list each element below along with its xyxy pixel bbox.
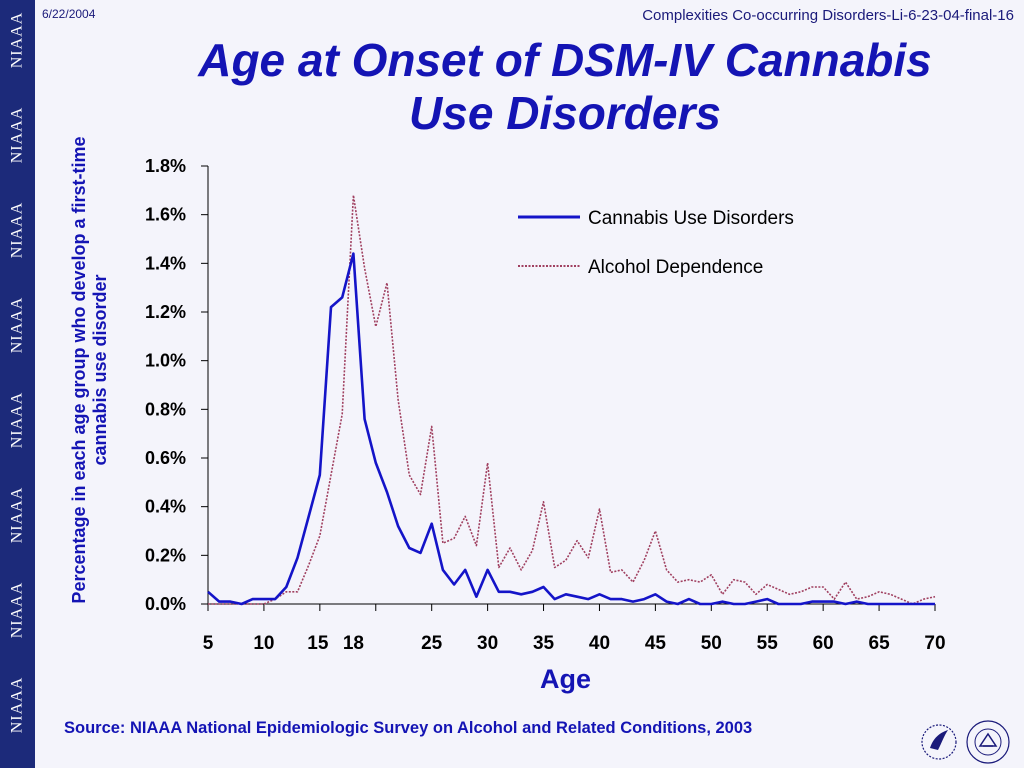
x-tick-label: 45: [645, 633, 667, 654]
series-line-alcohol: [208, 194, 936, 605]
y-tick-label: 0.0%: [145, 594, 186, 614]
title-line-1: Age at Onset of DSM-IV Cannabis: [198, 34, 932, 86]
legend-label: Alcohol Dependence: [588, 257, 763, 278]
nih-logo-icon: [966, 720, 1010, 764]
x-tick-label: 55: [757, 633, 779, 654]
hhs-eagle-icon: [921, 724, 957, 760]
slide-title: Age at Onset of DSM-IV Cannabis Use Diso…: [40, 34, 1024, 140]
header-note: Complexities Co-occurring Disorders-Li-6…: [642, 7, 1014, 24]
y-tick-label: 0.8%: [145, 399, 186, 419]
y-tick-label: 1.2%: [145, 302, 186, 322]
title-line-2: Use Disorders: [409, 87, 721, 139]
y-tick-label: 1.8%: [145, 156, 186, 176]
legend-label: Cannabis Use Disorders: [588, 208, 794, 229]
x-tick-label: 40: [589, 633, 610, 654]
y-tick-label: 1.0%: [145, 351, 186, 371]
series-line-cannabis: [207, 252, 935, 606]
x-tick-label: 50: [701, 633, 722, 654]
sidebar-band: NIAAA NIAAA NIAAA NIAAA NIAAA NIAAA NIAAA NIAAA: [0, 0, 35, 768]
y-tick-label: 1.6%: [145, 205, 186, 225]
x-tick-label: 30: [477, 633, 498, 654]
x-axis-label: Age: [540, 664, 592, 694]
x-tick-label: 18: [343, 633, 364, 654]
x-tick-label: 70: [924, 633, 945, 654]
y-tick-label: 1.4%: [145, 253, 186, 273]
source-note: Source: NIAAA National Epidemiologic Sur…: [64, 719, 753, 737]
y-tick-label: 0.2%: [145, 545, 186, 565]
x-tick-label: 10: [253, 633, 274, 654]
slide-date: 6/22/2004: [42, 7, 96, 21]
agency-logos: [921, 720, 1010, 764]
x-tick-label: 35: [533, 633, 555, 654]
x-tick-label: 5: [203, 633, 214, 654]
x-tick-label: 25: [421, 633, 443, 654]
y-tick-label: 0.6%: [145, 448, 186, 468]
y-tick-label: 0.4%: [145, 497, 186, 517]
x-tick-label: 65: [869, 633, 891, 654]
x-tick-label: 60: [813, 633, 834, 654]
x-tick-label: 15: [307, 633, 329, 654]
